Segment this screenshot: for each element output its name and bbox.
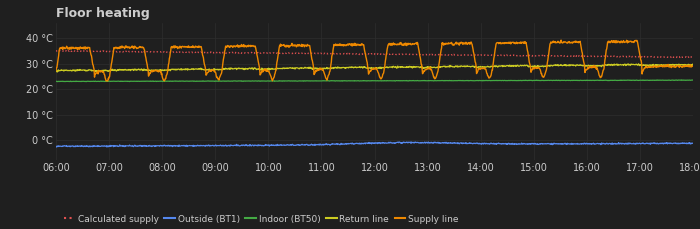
Text: Floor heating: Floor heating bbox=[56, 7, 150, 20]
Legend: Calculated supply, Outside (BT1), Indoor (BT50), Return line, Supply line: Calculated supply, Outside (BT1), Indoor… bbox=[60, 211, 462, 227]
